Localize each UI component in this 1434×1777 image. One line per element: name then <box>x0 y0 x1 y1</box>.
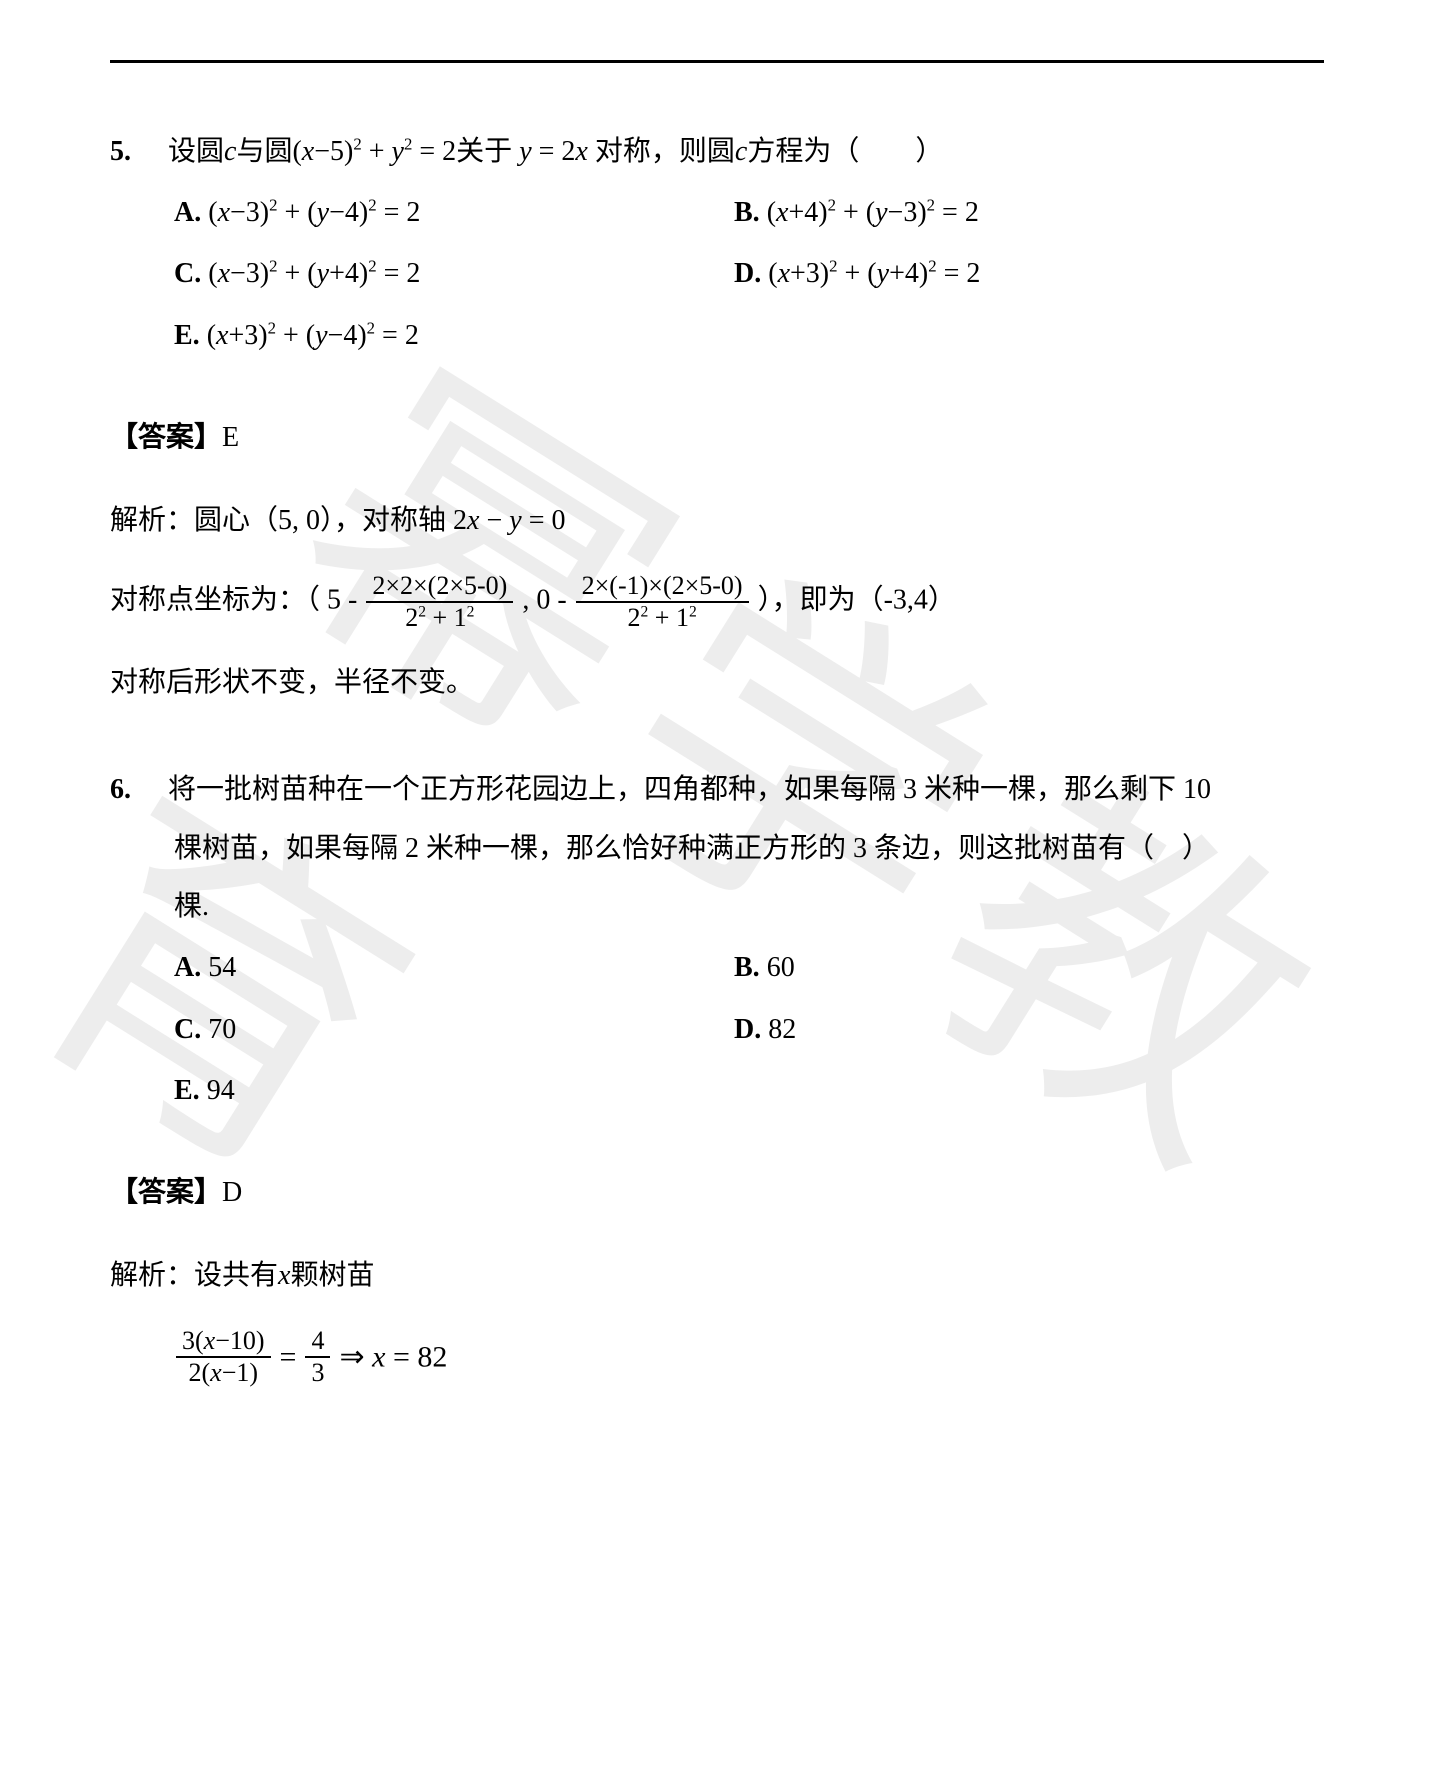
q5-explain-3: 对称后形状不变，半径不变。 <box>110 655 1324 711</box>
q6-option-d: D. 82 <box>734 999 1324 1061</box>
q5-option-d: D. (x+3)2 + (y+4)2 = 2 <box>734 243 1324 305</box>
q6-explain-1: 解析：设共有x颗树苗 <box>110 1248 1324 1304</box>
q6-frac-lhs-den: 2(x−1) <box>176 1358 271 1388</box>
q5-number: 5. <box>110 136 144 168</box>
q5-stem-part: 与圆 <box>236 136 292 167</box>
q5-explain-text: 解析：圆心（5, 0），对称轴 <box>110 505 446 536</box>
q6-frac-lhs-num: 3(x−10) <box>176 1326 271 1358</box>
q5-explain-2: 对称点坐标为：（ 5 - 2×2×(2×5-0) 22 + 12 , 0 - 2… <box>110 571 1324 633</box>
q6-frac-rhs-den: 3 <box>305 1358 330 1388</box>
q5-answer-value: E <box>222 422 239 453</box>
q5-frac-y-num: 2×(-1)×(2×5-0) <box>576 571 749 603</box>
q6-frac-rhs: 4 3 <box>305 1326 330 1388</box>
q6-opt-d-val: 82 <box>768 1014 796 1045</box>
q5-frac-x-num: 2×2×(2×5-0) <box>366 571 513 603</box>
q5-stem-part: 设圆 <box>168 136 224 167</box>
q6-stem-line1: 将一批树苗种在一个正方形花园边上，四角都种，如果每隔 3 米种一棵，那么剩下 1… <box>168 761 1324 820</box>
q6-explain-text-b: 颗树苗 <box>290 1260 374 1291</box>
q6-option-e: E. 94 <box>174 1060 734 1122</box>
question-5: 5. 设圆c与圆(x−5)2 + y2 = 2关于 y = 2x 对称，则圆c方… <box>110 123 1324 367</box>
q5-frac-y: 2×(-1)×(2×5-0) 22 + 12 <box>576 571 749 633</box>
q5-frac-x-den: 22 + 12 <box>366 603 513 633</box>
q5-option-e: E. (x+3)2 + (y−4)2 = 2 <box>174 305 734 367</box>
q6-option-c: C. 70 <box>174 999 734 1061</box>
q5-sympoint-label: 对称点坐标为：（ <box>110 584 320 615</box>
q6-eq-mid: = <box>280 1341 297 1374</box>
q5-option-c: C. (x−3)2 + (y+4)2 = 2 <box>174 243 734 305</box>
q6-explain-text-a: 解析：设共有 <box>110 1260 278 1291</box>
q5-stem-part: 关于 <box>456 136 512 167</box>
q6-opt-c-val: 70 <box>208 1014 236 1045</box>
q5-answer: 【答案】E <box>110 413 1324 463</box>
answer-label: 【答案】 <box>110 422 222 453</box>
q6-opt-b-val: 60 <box>767 952 795 983</box>
q6-option-a: A. 54 <box>174 937 734 999</box>
q6-frac-rhs-num: 4 <box>305 1326 330 1358</box>
q5-stem-suffix: 方程为（ ） <box>747 136 943 167</box>
q6-opt-a-val: 54 <box>208 952 236 983</box>
q6-answer: 【答案】D <box>110 1168 1324 1218</box>
q6-answer-value: D <box>222 1177 242 1208</box>
q5-sym-x-lead: 5 - <box>327 584 357 615</box>
question-6: 6. 将一批树苗种在一个正方形花园边上，四角都种，如果每隔 3 米种一棵，那么剩… <box>110 761 1324 1122</box>
q5-sym-close: ），即为（-3,4） <box>758 584 956 615</box>
q6-eq-tail: ⇒ x = 82 <box>339 1341 447 1374</box>
q5-option-b: B. (x+4)2 + (y−3)2 = 2 <box>734 182 1324 244</box>
answer-label: 【答案】 <box>110 1177 222 1208</box>
q5-explain-axis: 2x − y = 0 <box>446 505 565 536</box>
q5-sym-sep: , 0 - <box>522 584 566 615</box>
q6-stem-line3-real: 棵. <box>174 878 1324 937</box>
q5-var-c: c <box>735 136 747 167</box>
q5-stem: 设圆c与圆(x−5)2 + y2 = 2关于 y = 2x 对称，则圆c方程为（… <box>168 123 1324 182</box>
q5-eq2: y = 2x <box>512 136 595 167</box>
q5-frac-x: 2×2×(2×5-0) 22 + 12 <box>366 571 513 633</box>
q5-option-a: A. (x−3)2 + (y−4)2 = 2 <box>174 182 734 244</box>
q5-explain-1: 解析：圆心（5, 0），对称轴 2x − y = 0 <box>110 493 1324 549</box>
top-rule <box>110 60 1324 63</box>
q6-explain-var: x <box>278 1260 290 1291</box>
q6-number: 6. <box>110 774 144 806</box>
q6-option-b: B. 60 <box>734 937 1324 999</box>
q5-eq1: (x−5)2 + y2 = 2 <box>292 136 456 167</box>
q5-stem-part: 对称，则圆 <box>595 136 735 167</box>
q5-frac-y-den: 22 + 12 <box>576 603 749 633</box>
q6-stem-line2: 棵树苗，如果每隔 2 米种一棵，那么恰好种满正方形的 3 条边，则这批树苗有（ … <box>174 820 1324 879</box>
q6-opt-e-val: 94 <box>207 1075 235 1106</box>
q6-equation: 3(x−10) 2(x−1) = 4 3 ⇒ x = 82 <box>174 1326 1324 1388</box>
q5-var-c: c <box>224 136 236 167</box>
q6-frac-lhs: 3(x−10) 2(x−1) <box>176 1326 271 1388</box>
